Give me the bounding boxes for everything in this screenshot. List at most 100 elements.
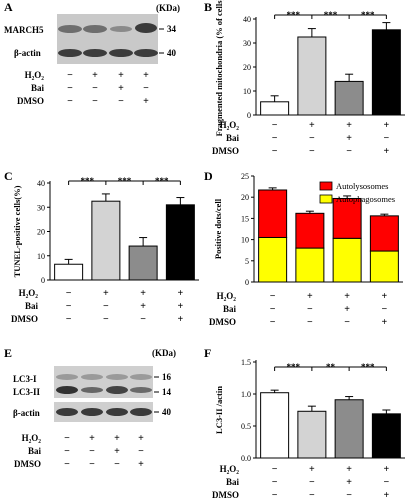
panel-b-chart: 0 10 20 30 40 Fragmented mitochondria (% of c… bbox=[212, 0, 405, 157]
panel-a-label-march5: MARCH5 bbox=[4, 25, 44, 35]
y-tick-label: 40 bbox=[243, 15, 251, 24]
treatment-sign: + bbox=[344, 291, 350, 302]
treatment-sign: − bbox=[344, 317, 350, 328]
band bbox=[130, 374, 152, 380]
treatment-sign: + bbox=[143, 96, 149, 107]
y-tick-label: 1.0 bbox=[241, 390, 251, 399]
y-tick-label: 30 bbox=[243, 39, 251, 48]
y-tick-label: 0.0 bbox=[241, 454, 251, 463]
treatment-sign: + bbox=[92, 70, 98, 81]
band bbox=[81, 374, 103, 380]
treatment-sign: − bbox=[272, 133, 278, 144]
treatment-sign: + bbox=[178, 288, 184, 299]
treatment-sign: + bbox=[344, 304, 350, 315]
panel-e-label-lc3-ii: LC3-II bbox=[13, 387, 41, 397]
treatment-sign: − bbox=[384, 133, 390, 144]
treatment-sign: + bbox=[118, 70, 124, 81]
treatment-label: Bai bbox=[28, 446, 42, 456]
treatment-label: DMSO bbox=[212, 490, 239, 500]
panel-a-mw-34: 34 bbox=[167, 24, 177, 34]
treatment-sign: + bbox=[138, 433, 144, 444]
y-axis-label: LC3-II /actin bbox=[214, 386, 224, 434]
y-axis-label: Positive dots/cell bbox=[213, 198, 223, 259]
treatment-sign: + bbox=[103, 288, 109, 299]
panel-a-kda-header: (KDa) bbox=[156, 3, 180, 13]
treatment-sign: + bbox=[143, 70, 149, 81]
bar bbox=[260, 101, 290, 116]
panel-e-letter: E bbox=[4, 346, 12, 360]
treatment-sign: + bbox=[384, 490, 390, 500]
bar bbox=[91, 200, 121, 281]
treatment-sign: − bbox=[67, 83, 73, 94]
band bbox=[134, 49, 158, 57]
legend-label: Autolysosomes bbox=[336, 181, 388, 191]
y-tick-label: 20 bbox=[243, 63, 251, 72]
bar bbox=[334, 399, 364, 459]
y-tick-label: 40 bbox=[37, 179, 45, 188]
treatment-sign: + bbox=[346, 133, 352, 144]
significance-marker: *** bbox=[81, 176, 95, 186]
y-tick-label: 0.5 bbox=[241, 422, 251, 431]
treatment-sign: + bbox=[138, 459, 144, 470]
stacked-bar-segment bbox=[295, 247, 325, 283]
treatment-sign: + bbox=[178, 314, 184, 325]
treatment-sign: − bbox=[143, 83, 149, 94]
treatment-label: DMSO bbox=[212, 146, 239, 156]
treatment-sign: − bbox=[92, 96, 98, 107]
bar bbox=[297, 410, 327, 459]
treatment-sign: − bbox=[140, 314, 146, 325]
band bbox=[106, 386, 128, 394]
significance-marker: *** bbox=[155, 176, 169, 186]
band bbox=[106, 408, 128, 416]
panel-c: C 0 10 20 30 40 TUNEL-positive cells(%) *** ***… bbox=[4, 169, 199, 325]
treatment-label: H₂O₂ bbox=[217, 291, 237, 301]
treatment-sign: + bbox=[140, 288, 146, 299]
panel-e: E (KDa) LC3-I LC3-II β-actin 16 14 bbox=[4, 346, 176, 470]
treatment-sign: − bbox=[118, 96, 124, 107]
significance-marker: *** bbox=[361, 362, 375, 372]
treatment-sign: − bbox=[272, 490, 278, 500]
stacked-bar-segment bbox=[258, 236, 288, 283]
y-tick-label: 10 bbox=[241, 236, 249, 245]
y-tick-label: 15 bbox=[241, 214, 249, 223]
treatment-sign: − bbox=[89, 459, 95, 470]
bar bbox=[165, 204, 195, 281]
band bbox=[109, 49, 133, 57]
treatment-label: H₂O₂ bbox=[19, 288, 39, 298]
treatment-sign: + bbox=[382, 291, 388, 302]
stacked-bar-segment bbox=[369, 215, 399, 252]
band bbox=[83, 25, 107, 33]
panel-e-lc3-i-bands bbox=[56, 374, 152, 380]
panel-a-mw-40: 40 bbox=[167, 48, 177, 58]
band bbox=[130, 387, 152, 393]
band bbox=[110, 26, 132, 32]
treatment-label: H₂O₂ bbox=[22, 433, 42, 443]
y-tick-label: 0 bbox=[245, 278, 249, 287]
treatment-label: DMSO bbox=[14, 459, 41, 469]
panel-d-letter: D bbox=[204, 169, 213, 183]
panel-d-chart: 0 5 10 15 20 25 Positive dots/cell Autolysosome… bbox=[209, 172, 403, 328]
y-tick-label: 20 bbox=[37, 228, 45, 237]
stacked-bar-segment bbox=[295, 212, 325, 249]
band bbox=[81, 387, 103, 393]
band bbox=[83, 49, 107, 57]
panel-e-treatment-table: H₂O₂ − + + + Bai − − + − DMSO − − − + bbox=[14, 433, 144, 470]
treatment-sign: − bbox=[138, 446, 144, 457]
treatment-sign: + bbox=[140, 301, 146, 312]
treatment-sign: − bbox=[64, 433, 70, 444]
significance-marker: *** bbox=[361, 10, 375, 20]
significance-marker: *** bbox=[287, 362, 301, 372]
stacked-bar-segment bbox=[332, 197, 362, 239]
bar bbox=[371, 413, 401, 459]
treatment-sign: − bbox=[307, 304, 313, 315]
panel-e-kda-header: (KDa) bbox=[152, 348, 176, 358]
panel-a-actin-bands bbox=[58, 49, 158, 57]
panel-e-label-lc3-i: LC3-I bbox=[13, 374, 37, 384]
treatment-label: H₂O₂ bbox=[220, 464, 240, 474]
panel-a-letter: A bbox=[4, 0, 13, 14]
stacked-bar-segment bbox=[332, 237, 362, 283]
treatment-label: Bai bbox=[226, 133, 240, 143]
treatment-sign: − bbox=[272, 464, 278, 475]
